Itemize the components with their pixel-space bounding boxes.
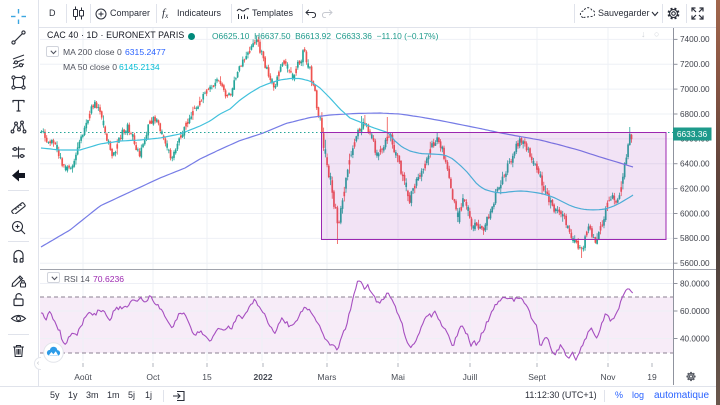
svg-text:Août: Août	[74, 372, 92, 382]
svg-text:Nov: Nov	[600, 372, 616, 382]
svg-text:6633.36: 6633.36	[677, 129, 708, 139]
svg-text:5600.00: 5600.00	[680, 259, 710, 268]
svg-text:19: 19	[647, 372, 657, 382]
svg-text:40.0000: 40.0000	[680, 334, 710, 343]
svg-text:15: 15	[202, 372, 212, 382]
svg-text:Mars: Mars	[318, 372, 337, 382]
svg-text:2022: 2022	[254, 372, 273, 382]
svg-text:5800.00: 5800.00	[680, 234, 710, 243]
svg-text:7000.00: 7000.00	[680, 85, 710, 94]
svg-text:80.0000: 80.0000	[680, 279, 710, 288]
svg-text:Sept: Sept	[528, 372, 546, 382]
svg-text:○: ○	[654, 29, 659, 39]
svg-text:60.0000: 60.0000	[680, 307, 710, 316]
svg-text:Juill: Juill	[463, 372, 478, 382]
svg-text:↓: ↓	[641, 29, 646, 39]
svg-text:Mai: Mai	[391, 372, 405, 382]
svg-text:6400.00: 6400.00	[680, 160, 710, 169]
svg-text:Oct: Oct	[146, 372, 160, 382]
svg-text:7400.00: 7400.00	[680, 35, 710, 44]
svg-text:6200.00: 6200.00	[680, 184, 710, 193]
svg-text:7200.00: 7200.00	[680, 60, 710, 69]
svg-text:6800.00: 6800.00	[680, 110, 710, 119]
svg-text:6000.00: 6000.00	[680, 209, 710, 218]
